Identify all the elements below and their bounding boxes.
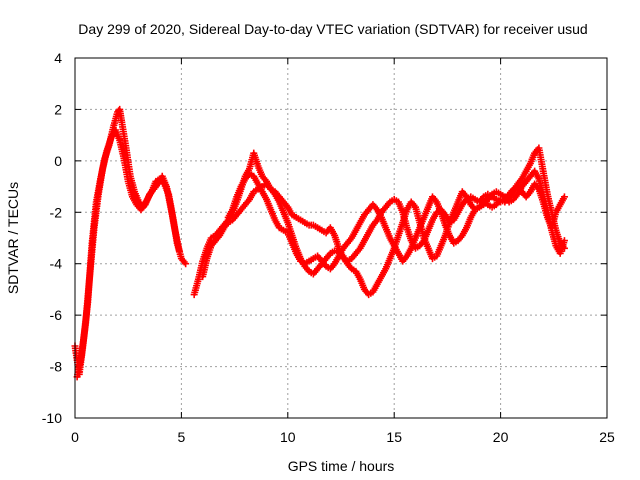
x-tick-label: 5 [178,429,186,445]
chart-title: Day 299 of 2020, Sidereal Day-to-day VTE… [78,21,587,37]
y-axis-label: SDTVAR / TECUs [5,182,21,294]
y-tick-label: -2 [50,204,63,220]
y-tick-label: -8 [50,359,63,375]
x-tick-label: 10 [280,429,296,445]
x-tick-label: 0 [71,429,79,445]
x-tick-label: 25 [599,429,615,445]
y-tick-label: 4 [54,50,62,66]
data-point [560,237,568,245]
data-point [560,193,568,201]
x-tick-label: 20 [493,429,509,445]
y-tick-label: 2 [54,101,62,117]
data-point [182,260,190,268]
y-tick-label: -10 [42,410,62,426]
x-axis-label: GPS time / hours [288,458,395,474]
data-marks [71,105,568,381]
plot-frame [74,57,608,419]
y-tick-label: 0 [54,153,62,169]
data-point [175,247,183,255]
grid [75,58,607,418]
y-tick-label: -4 [50,256,63,272]
x-tick-label: 15 [386,429,402,445]
y-tick-label: -6 [50,307,63,323]
